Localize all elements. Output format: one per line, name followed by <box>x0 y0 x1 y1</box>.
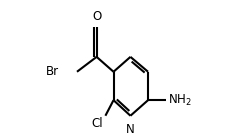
Text: NH$_2$: NH$_2$ <box>168 93 192 108</box>
Text: N: N <box>126 123 135 136</box>
Text: Br: Br <box>46 65 59 78</box>
Text: Cl: Cl <box>92 117 103 130</box>
Text: O: O <box>92 10 101 23</box>
